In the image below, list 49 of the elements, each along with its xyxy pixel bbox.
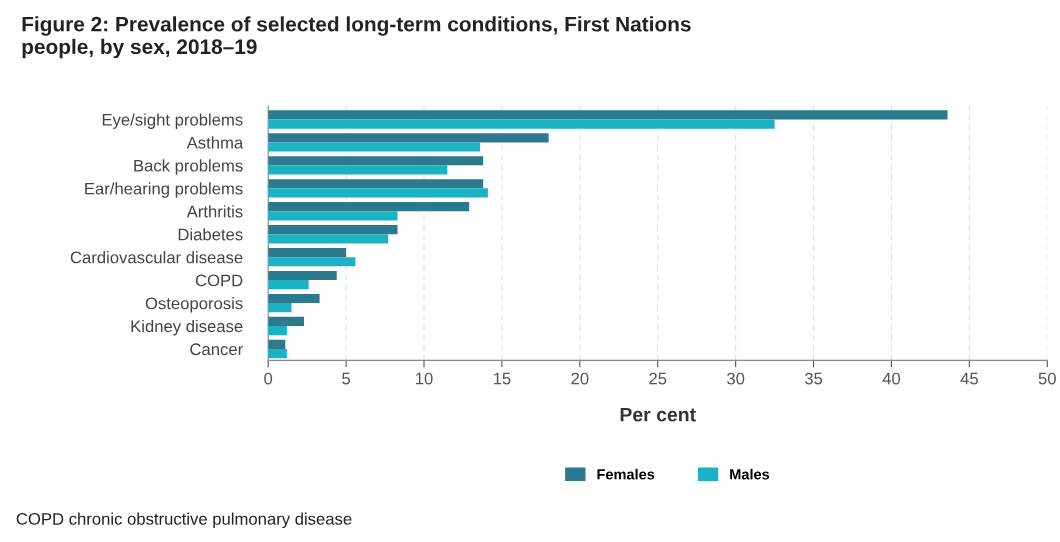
bar <box>268 316 305 327</box>
x-tick-label: 40 <box>882 372 901 385</box>
text: COPD chronic obstructive pulmonary disease <box>16 512 352 529</box>
x-tick-label: 45 <box>960 372 978 385</box>
bar <box>268 133 549 143</box>
x-tick-label: 0 <box>264 372 273 385</box>
bar <box>268 211 398 221</box>
y-tick-label: Ear/hearing problems <box>85 182 243 198</box>
bar <box>268 247 347 258</box>
legend-label: Males <box>730 468 770 480</box>
legend-label: Females <box>597 468 655 480</box>
bar <box>268 270 337 281</box>
x-tick-label: 30 <box>727 372 745 385</box>
chart-title: Figure 2: Prevalence of selected long-term conditions, First Nations people, by sex, 2018–19 <box>22 16 691 59</box>
y-tick-label: Kidney disease <box>131 319 243 336</box>
y-tick-label: Diabetes <box>178 228 243 241</box>
bar <box>268 156 484 166</box>
bar <box>268 339 286 349</box>
bar <box>268 110 948 120</box>
x-tick-label: 35 <box>804 372 823 385</box>
y-tick-label: Back problems <box>134 159 243 175</box>
x-tick-label: 20 <box>571 372 589 385</box>
x-tick-label: 10 <box>416 372 433 385</box>
x-tick-label: 25 <box>649 372 667 385</box>
y-tick-label: Arthritis <box>186 205 243 218</box>
x-tick-label: 50 <box>1038 372 1056 385</box>
bar <box>268 188 488 198</box>
y-tick-label: Cardiovascular disease <box>70 251 243 264</box>
y-tick-label: Cancer <box>190 343 243 356</box>
bar <box>268 165 448 175</box>
x-tick-label: 15 <box>493 372 511 385</box>
bar <box>268 142 481 152</box>
bar <box>268 303 292 313</box>
bar <box>268 257 356 267</box>
bar <box>268 119 775 129</box>
y-tick-label: Eye/sight problems <box>102 113 243 129</box>
bar <box>268 179 484 189</box>
y-tick-label: Osteoporosis <box>145 297 243 313</box>
y-tick-label: COPD <box>195 274 243 287</box>
bar <box>268 293 320 304</box>
bar <box>268 225 398 235</box>
y-tick-label: Asthma <box>186 136 244 149</box>
bar <box>268 326 287 336</box>
x-axis-title: Per cent <box>620 407 696 422</box>
bar <box>268 348 287 359</box>
bar <box>268 202 470 212</box>
x-tick-label: 5 <box>342 372 351 385</box>
bar <box>268 280 309 290</box>
bar <box>268 234 389 244</box>
